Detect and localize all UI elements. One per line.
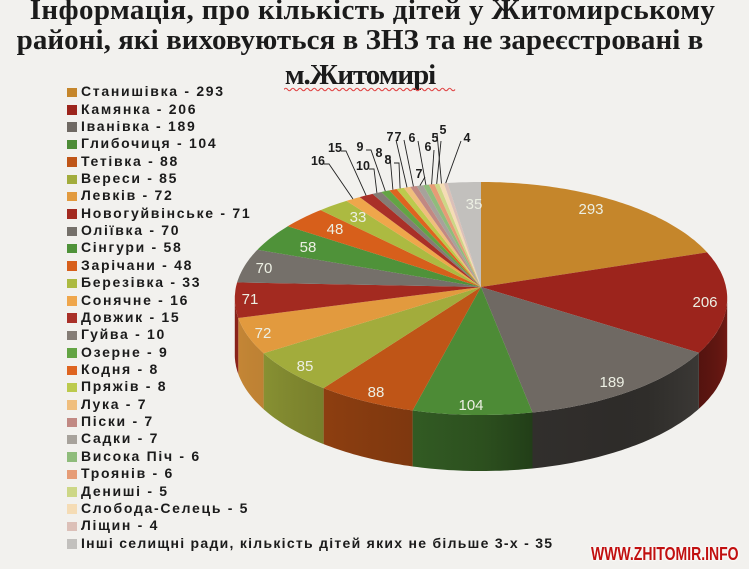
svg-text:58: 58 — [300, 239, 317, 256]
svg-text:7: 7 — [387, 130, 394, 144]
svg-text:70: 70 — [256, 260, 273, 277]
svg-text:5: 5 — [440, 123, 447, 137]
svg-text:6: 6 — [409, 131, 416, 145]
svg-text:10: 10 — [356, 159, 370, 173]
svg-text:33: 33 — [350, 209, 367, 226]
svg-text:15: 15 — [328, 141, 342, 155]
svg-text:72: 72 — [255, 325, 272, 342]
svg-text:4: 4 — [464, 131, 471, 145]
svg-text:7: 7 — [395, 130, 402, 144]
svg-text:6: 6 — [425, 140, 432, 154]
svg-text:71: 71 — [242, 291, 259, 308]
svg-text:206: 206 — [692, 294, 717, 311]
svg-text:35: 35 — [466, 196, 483, 213]
svg-text:7: 7 — [416, 167, 423, 181]
svg-text:189: 189 — [599, 374, 624, 391]
svg-text:16: 16 — [311, 154, 325, 168]
svg-text:104: 104 — [458, 397, 483, 414]
svg-text:48: 48 — [327, 221, 344, 238]
svg-text:85: 85 — [297, 358, 314, 375]
svg-text:88: 88 — [368, 384, 385, 401]
svg-text:8: 8 — [385, 153, 392, 167]
svg-text:293: 293 — [578, 201, 603, 218]
svg-text:9: 9 — [357, 140, 364, 154]
svg-text:8: 8 — [376, 146, 383, 160]
svg-text:5: 5 — [432, 131, 439, 145]
